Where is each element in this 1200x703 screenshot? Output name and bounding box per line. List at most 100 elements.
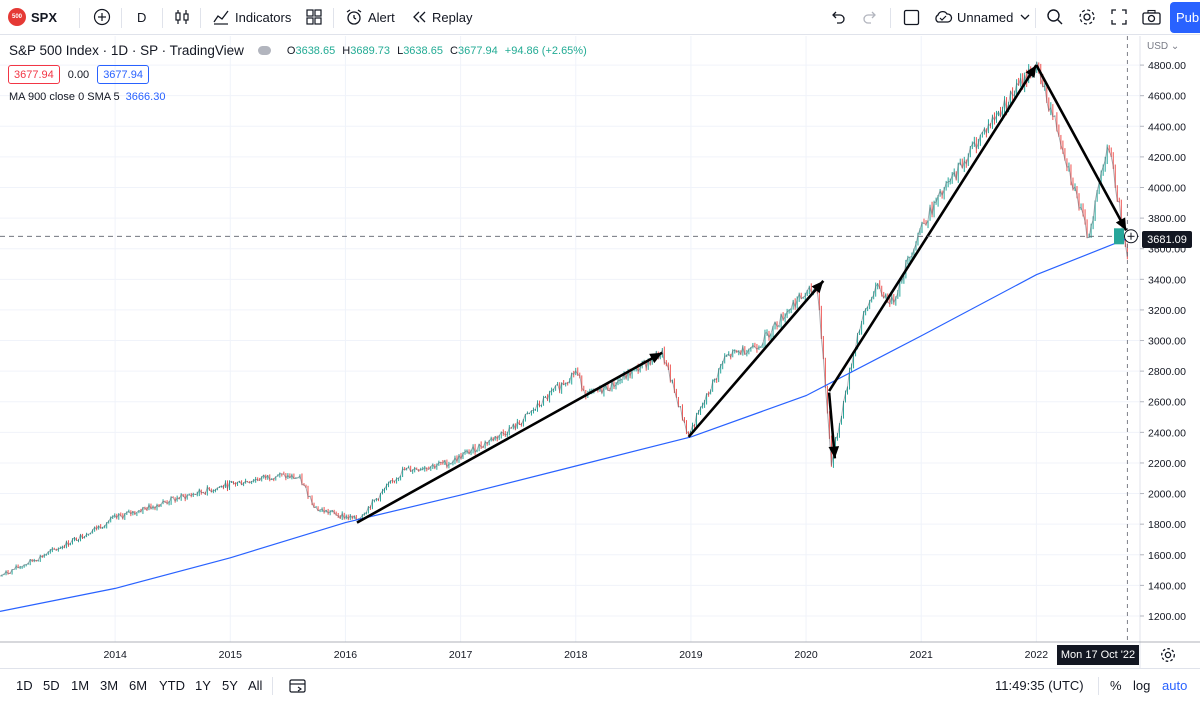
ma-label: MA 900 close 0 SMA 5 <box>9 91 120 103</box>
log-scale-button[interactable]: log <box>1133 678 1151 693</box>
price-tick-label: 4600.00 <box>1148 91 1186 103</box>
price-tick-label: 4400.00 <box>1148 121 1186 133</box>
search-icon <box>1047 9 1063 25</box>
price-tick-label: 2000.00 <box>1148 489 1186 501</box>
redo-button[interactable] <box>862 0 878 35</box>
close-value: 3677.94 <box>457 44 498 57</box>
trend-arrow-line <box>687 279 825 438</box>
indicators-icon <box>213 10 229 25</box>
fullscreen-icon <box>1111 9 1127 25</box>
open-value: 3638.65 <box>295 44 336 57</box>
trend-arrow-head <box>1025 65 1037 78</box>
open-label: O <box>286 44 296 57</box>
snapshot-button[interactable] <box>1142 0 1161 35</box>
price-tick-label: 3000.00 <box>1148 336 1186 348</box>
trend-arrow-line <box>827 64 1038 392</box>
range-1m-button[interactable]: 1M <box>71 678 90 693</box>
range-all-button[interactable]: All <box>248 678 263 693</box>
crosshair <box>0 36 1140 642</box>
gear-icon <box>1079 9 1095 25</box>
plus-circle-icon <box>93 8 111 26</box>
cloud-icon <box>935 10 953 23</box>
fullscreen-button[interactable] <box>1111 0 1127 35</box>
publish-button[interactable]: Pub <box>1170 2 1200 33</box>
bid-button[interactable]: 3677.94 <box>8 65 60 84</box>
settings-button[interactable] <box>1078 0 1096 35</box>
spx-logo-icon: 500 <box>8 8 26 26</box>
price-tick-label: 3800.00 <box>1148 213 1186 225</box>
axis-settings-button[interactable] <box>1160 647 1176 668</box>
rewind-icon <box>413 11 426 23</box>
candles-icon <box>175 10 189 24</box>
price-tick-label: 3400.00 <box>1148 274 1186 286</box>
series-title[interactable]: S&P 500 Index · 1D · SP · TradingView <box>9 43 244 58</box>
price-chart[interactable]: 1200.00 1400.00 1600.00 1800.00 2000.00 2200.… <box>0 36 1200 668</box>
currency-selector[interactable]: USD ⌄ <box>1147 41 1179 52</box>
range-1d-button[interactable]: 1D <box>16 678 33 693</box>
range-1y-button[interactable]: 1Y <box>195 678 211 693</box>
calendar-range-icon <box>289 679 306 693</box>
interval-button[interactable]: D <box>137 9 147 25</box>
currency-label: USD <box>1147 41 1169 52</box>
close-label: C <box>450 44 458 57</box>
camera-icon <box>1142 9 1161 25</box>
price-tick-label: 2800.00 <box>1148 366 1186 378</box>
range-5d-button[interactable]: 5D <box>43 678 60 693</box>
indicators-button[interactable]: Indicators <box>212 0 291 35</box>
ma-legend[interactable]: MA 900 close 0 SMA 5 3666.30 <box>9 91 165 103</box>
gear-icon <box>1161 648 1175 662</box>
time-tick-label: 2019 <box>679 649 703 661</box>
price-series-line <box>0 60 1128 577</box>
alert-button[interactable]: Alert <box>345 0 395 35</box>
chevron-down-icon <box>1020 14 1030 20</box>
templates-button[interactable] <box>306 0 322 35</box>
time-tick-label: 2022 <box>1025 649 1049 661</box>
search-button[interactable] <box>1046 0 1064 35</box>
symbol-search[interactable]: 500 SPX <box>8 0 57 35</box>
range-5y-button[interactable]: 5Y <box>222 678 238 693</box>
spread-value: 0.00 <box>67 68 90 81</box>
time-tick-label: 2020 <box>794 649 818 661</box>
price-tick-label: 1600.00 <box>1148 550 1186 562</box>
price-tick-label: 3200.00 <box>1148 305 1186 317</box>
high-value: 3689.73 <box>350 44 390 57</box>
high-label: H <box>342 44 351 57</box>
chart-type-button[interactable] <box>173 0 191 35</box>
price-tick-label: 2600.00 <box>1148 397 1186 409</box>
ohlc-values: O3638.65 H3689.73 L3638.65 C3677.94 +94.… <box>287 45 587 57</box>
date-range-button[interactable] <box>289 678 306 697</box>
range-3m-button[interactable]: 3M <box>100 678 119 693</box>
compare-add-button[interactable] <box>93 0 111 35</box>
chart-area[interactable]: 1200.00 1400.00 1600.00 1800.00 2000.00 2200.… <box>0 36 1200 668</box>
range-6m-button[interactable]: 6M <box>129 678 148 693</box>
auto-scale-button[interactable]: auto <box>1162 678 1188 693</box>
time-tick-label: 2014 <box>103 649 127 661</box>
price-tick-label: 4000.00 <box>1148 183 1186 195</box>
trend-arrow-head <box>649 352 663 364</box>
alert-label: Alert <box>368 9 395 25</box>
time-tick-label: 2017 <box>449 649 473 661</box>
save-layout-button[interactable]: Unnamed <box>933 0 1030 35</box>
time-axis: 2014 2015 2016 2017 2018 2019 2020 2021 2022 <box>0 641 1200 661</box>
layout-name: Unnamed <box>957 9 1014 25</box>
change-value: +94.86 (+2.65%) <box>504 44 587 57</box>
price-tick-label: 2400.00 <box>1148 427 1186 439</box>
layout-button[interactable] <box>903 0 920 35</box>
chart-grid <box>0 36 1140 642</box>
replay-label: Replay <box>432 9 473 25</box>
bid-ask: 3677.94 0.00 3677.94 <box>8 65 149 84</box>
undo-icon <box>832 11 845 24</box>
ask-button[interactable]: 3677.94 <box>97 65 149 84</box>
clock-time[interactable]: 11:49:35 (UTC) <box>995 678 1084 693</box>
price-tick-label: 1800.00 <box>1148 519 1186 531</box>
price-tick-label: 1200.00 <box>1148 611 1186 623</box>
replay-button[interactable]: Replay <box>411 0 472 35</box>
range-ytd-button[interactable]: YTD <box>159 678 185 693</box>
grid-icon <box>306 9 322 25</box>
redo-icon <box>863 11 876 24</box>
undo-button[interactable] <box>830 0 846 35</box>
crosshair-date-label: Mon 17 Oct '22 <box>1057 645 1139 665</box>
trend-arrow-line <box>356 351 663 524</box>
percent-scale-button[interactable]: % <box>1110 678 1122 693</box>
ma-value: 3666.30 <box>125 91 166 103</box>
